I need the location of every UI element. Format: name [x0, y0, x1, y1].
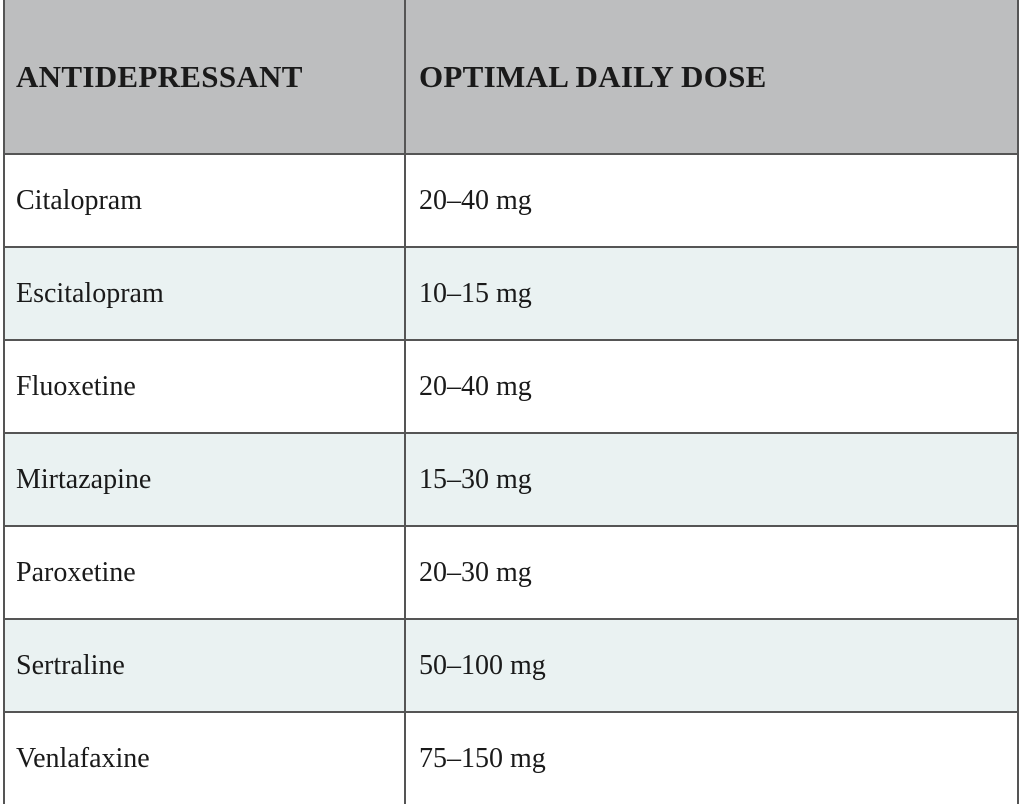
dose: 20–40 mg [419, 184, 532, 216]
header-optimal-daily-dose: OPTIMAL DAILY DOSE [419, 58, 767, 94]
drug-name: Sertraline [5, 620, 406, 711]
drug-name: Fluoxetine [5, 341, 406, 432]
table-row: Venlafaxine 75–150 mg [5, 713, 1017, 804]
dose: 20–40 mg [419, 370, 532, 402]
dose: 75–150 mg [419, 742, 546, 774]
dose: 50–100 mg [419, 649, 546, 681]
drug-name: Mirtazapine [5, 434, 406, 525]
drug-name: Escitalopram [5, 248, 406, 339]
header-antidepressant: ANTIDEPRESSANT [5, 0, 406, 153]
table-row: Sertraline 50–100 mg [5, 620, 1017, 713]
drug-name: Paroxetine [5, 527, 406, 618]
table-header-row: ANTIDEPRESSANT OPTIMAL DAILY DOSE [5, 0, 1017, 155]
table-row: Escitalopram 10–15 mg [5, 248, 1017, 341]
dose: 10–15 mg [419, 277, 532, 309]
drug-name: Citalopram [5, 155, 406, 246]
dose: 20–30 mg [419, 556, 532, 588]
table-row: Fluoxetine 20–40 mg [5, 341, 1017, 434]
dose-table: ANTIDEPRESSANT OPTIMAL DAILY DOSE Citalo… [3, 0, 1019, 804]
dose: 15–30 mg [419, 463, 532, 495]
table-row: Paroxetine 20–30 mg [5, 527, 1017, 620]
drug-name: Venlafaxine [5, 713, 406, 804]
table-row: Citalopram 20–40 mg [5, 155, 1017, 248]
table-row: Mirtazapine 15–30 mg [5, 434, 1017, 527]
